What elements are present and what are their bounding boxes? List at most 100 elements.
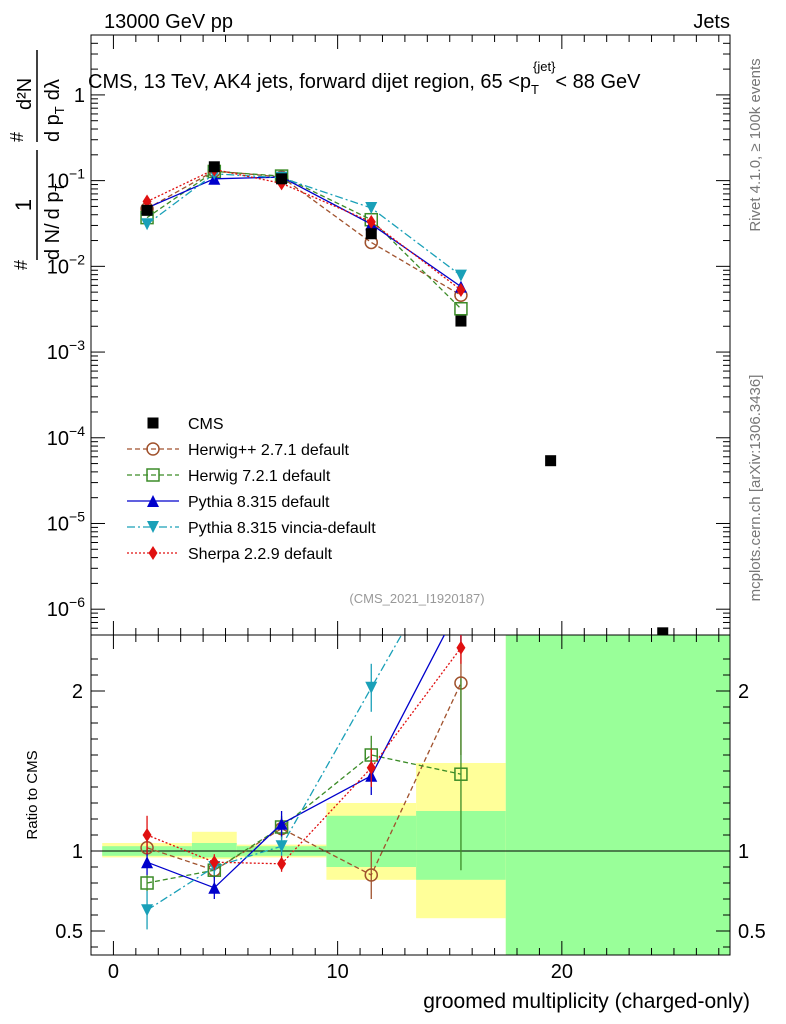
- y-axis-label: # 1 d N/d pT # d²N d pTdλ: [7, 50, 67, 270]
- x-axis-label: groomed multiplicity (charged-only): [423, 990, 750, 1013]
- rivet-label: Rivet 4.1.0, ≥ 100k events: [747, 58, 764, 231]
- series-3-main-point: [141, 218, 154, 231]
- series-0-ratio-point: [364, 868, 379, 882]
- legend-label: Sherpa 2.2.9 default: [188, 546, 333, 563]
- mc-series-ratio-panel: [140, 525, 468, 930]
- y-tick-label-base: 10: [47, 428, 69, 450]
- cms-data-point: [545, 455, 557, 467]
- series-4-ratio-line: [146, 647, 462, 865]
- series-4-ratio-point: [209, 855, 219, 870]
- ratio-plot-frame: [90, 634, 731, 956]
- series-4-ratio-point: [142, 828, 152, 842]
- ylabel-sub-T2: T: [52, 106, 67, 114]
- series-4-ratio-point: [277, 856, 287, 871]
- analysis-id: (CMS_2021_I1920187): [349, 591, 484, 606]
- ratio-tick-label-right: 1: [738, 841, 749, 863]
- series-3-ratio-point: [275, 840, 288, 853]
- chart-title-main: CMS, 13 TeV, AK4 jets, forward dijet reg…: [88, 71, 531, 93]
- series-1-main-line: [146, 170, 462, 310]
- uncertainty-bands: [91, 635, 730, 955]
- ylabel-one: 1: [11, 199, 36, 211]
- series-3-ratio-point: [365, 681, 378, 694]
- ylabel-slash: /: [42, 223, 64, 229]
- cms-data-point: [657, 627, 669, 635]
- legend-entry: CMS: [147, 416, 224, 433]
- y-tick-label-exp: −3: [69, 337, 85, 353]
- cms-data-points: [141, 161, 669, 635]
- legend-entry: Pythia 8.315 vincia-default: [127, 520, 376, 537]
- chart-title-sup: {jet}: [533, 59, 556, 74]
- ylabel-sub-T: T: [52, 184, 67, 192]
- ratio-tick-label-right: 0.5: [738, 921, 766, 943]
- legend-label: Herwig 7.2.1 default: [188, 468, 331, 485]
- uncertainty-band-inner: [505, 635, 730, 955]
- y-tick-label-base: 1: [74, 85, 85, 107]
- ylabel-dN: d N/ d pT: [42, 184, 67, 261]
- y-tick-label: 1: [74, 85, 85, 107]
- x-tick-label: 20: [551, 961, 573, 983]
- ylabel-dp: d p: [42, 192, 64, 220]
- uncertainty-band-inner: [191, 843, 237, 858]
- series-4-ratio-point: [456, 640, 466, 655]
- y-tick-label: 10−5: [47, 508, 85, 535]
- y-tick-label-exp: −1: [69, 166, 85, 182]
- y-tick-label: 10−3: [47, 337, 85, 364]
- series-2-ratio-point: [208, 881, 221, 894]
- series-4-main-point: [366, 214, 376, 229]
- ylabel-d2N: d²N: [14, 78, 36, 110]
- x-tick-label: 10: [327, 961, 349, 983]
- ylabel-dN-text: d N: [42, 229, 64, 260]
- cms-data-point: [365, 228, 377, 240]
- ylabel-dp2: d p: [42, 114, 64, 142]
- x-tick-label: 0: [108, 961, 119, 983]
- ratio-tick-label-left: 1: [72, 841, 83, 863]
- axes-frames: [90, 34, 731, 956]
- y-tick-label: 10−1: [47, 166, 85, 193]
- series-2-ratio-point: [275, 817, 288, 830]
- mc-series: [140, 162, 468, 930]
- ylabel-hash-2: #: [7, 132, 27, 142]
- series-3-main-point: [365, 201, 378, 214]
- y-tick-label-base: 10: [47, 171, 69, 193]
- series-3-ratio-point: [455, 525, 467, 537]
- y-tick-label-exp: −5: [69, 508, 85, 524]
- series-3-main-point: [454, 269, 467, 282]
- legend-marker: [147, 417, 159, 429]
- cms-data-point: [455, 315, 467, 327]
- series-1-ratio-point: [454, 767, 468, 781]
- ratio-tick-label-right: 2: [738, 681, 749, 703]
- series-1-main-point: [454, 302, 468, 316]
- series-2-ratio-point: [141, 856, 154, 869]
- legend-label: Pythia 8.315 default: [188, 494, 330, 511]
- ylabel-dp-dl: d pTdλ: [42, 79, 67, 142]
- legend-marker: [146, 468, 160, 482]
- mc-series-main-panel: [140, 162, 468, 316]
- y-tick-label-exp: −4: [69, 423, 85, 439]
- legend-entry: Herwig++ 2.7.1 default: [127, 442, 350, 459]
- chart-title-sub: T: [531, 82, 539, 97]
- cms-data-point: [141, 204, 153, 216]
- legend-label: Herwig++ 2.7.1 default: [188, 442, 350, 459]
- main-plot-frame: [90, 34, 731, 636]
- y-tick-label: 10−6: [47, 594, 85, 621]
- legend-entry: Sherpa 2.2.9 default: [127, 546, 333, 563]
- legend-label: Pythia 8.315 vincia-default: [188, 520, 376, 537]
- chart-title: CMS, 13 TeV, AK4 jets, forward dijet reg…: [88, 59, 641, 97]
- y-tick-label-base: 10: [47, 342, 69, 364]
- series-3-ratio-point: [141, 904, 154, 917]
- y-tick-label-exp: −2: [69, 251, 85, 267]
- header-left: 13000 GeV pp: [104, 11, 233, 33]
- header-right: Jets: [693, 11, 730, 33]
- y-tick-label-base: 10: [47, 599, 69, 621]
- legend-marker: [147, 495, 159, 507]
- legend: CMS Herwig++ 2.7.1 default Herwig 7.2.1 de…: [127, 416, 376, 563]
- cms-data-main: [141, 161, 669, 635]
- legend-marker: [146, 442, 160, 456]
- y-tick-label: 10−4: [47, 423, 85, 450]
- y-tick-label-base: 10: [47, 256, 69, 278]
- legend-entry: Herwig 7.2.1 default: [127, 468, 331, 485]
- chart-title-tail: < 88 GeV: [555, 71, 641, 93]
- y-tick-label-base: 10: [47, 513, 69, 535]
